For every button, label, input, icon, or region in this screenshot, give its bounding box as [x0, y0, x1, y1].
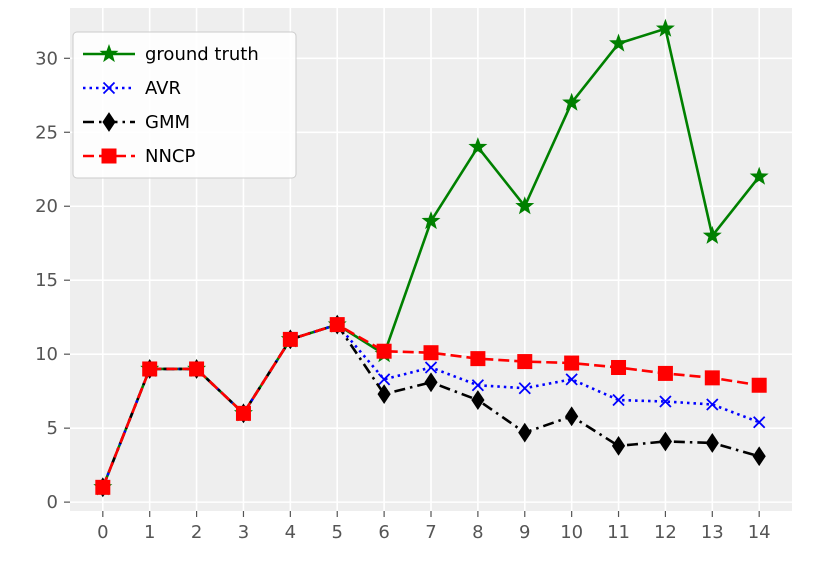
x-tick-label: 5: [332, 522, 343, 543]
y-tick-label: 20: [35, 196, 58, 217]
legend-label: NNCP: [145, 146, 195, 167]
y-tick-label: 25: [35, 122, 58, 143]
data-point: [471, 379, 485, 392]
x-tick-label: 0: [97, 522, 108, 543]
legend-item: ground truth: [83, 44, 259, 65]
data-point: [377, 384, 391, 405]
data-point: [565, 406, 579, 427]
legend-box: [72, 31, 297, 179]
data-point: [705, 433, 719, 453]
data-point: [95, 479, 111, 495]
data-point: [423, 345, 439, 361]
data-point: [518, 422, 532, 443]
x-tick-label: 1: [144, 522, 155, 543]
y-tick-label: 15: [35, 270, 58, 291]
legend-item: NNCP: [83, 146, 195, 167]
data-point: [612, 393, 625, 407]
legend-marker: [101, 148, 117, 164]
data-point: [424, 361, 438, 374]
x-tick-label: 11: [607, 522, 630, 543]
data-point: [282, 331, 298, 347]
x-tick-label: 6: [378, 522, 389, 543]
data-point: [753, 416, 766, 429]
legend-label: AVR: [145, 78, 181, 99]
x-tick-label: 14: [748, 522, 771, 543]
data-point: [468, 137, 488, 156]
data-point: [518, 382, 531, 395]
data-point: [657, 365, 673, 381]
legend-label: ground truth: [145, 44, 259, 65]
data-point: [471, 390, 485, 410]
data-point: [421, 211, 441, 230]
data-point: [611, 436, 626, 456]
x-tick-label: 12: [654, 522, 677, 543]
data-point: [609, 33, 629, 52]
y-tick-label: 0: [47, 492, 58, 513]
y-tick-label: 5: [47, 418, 58, 439]
data-point: [659, 395, 672, 408]
x-tick-label: 9: [519, 522, 530, 543]
data-point: [376, 343, 392, 359]
x-tick-label: 3: [238, 522, 249, 543]
data-point: [611, 359, 627, 375]
data-point: [655, 18, 675, 37]
y-tick-label: 30: [35, 48, 58, 69]
x-tick-label: 4: [285, 522, 296, 543]
x-tick-label: 13: [701, 522, 724, 543]
x-tick-label: 10: [560, 522, 583, 543]
x-tick-label: 8: [472, 522, 483, 543]
data-point: [749, 166, 769, 185]
data-point: [564, 355, 580, 371]
data-point: [189, 361, 205, 377]
data-point: [329, 317, 345, 333]
data-point: [752, 446, 766, 467]
y-tick-label: 10: [35, 344, 58, 365]
data-point: [517, 354, 533, 370]
data-point: [235, 405, 251, 421]
legend-marker: [99, 44, 119, 63]
legend-item: AVR: [83, 78, 181, 99]
data-point: [142, 361, 158, 377]
data-point: [704, 370, 720, 386]
data-point: [706, 398, 719, 411]
data-point: [565, 373, 578, 386]
data-point: [658, 431, 673, 452]
x-tick-label: 7: [425, 522, 436, 543]
legend-marker: [102, 112, 116, 132]
series: [93, 18, 769, 498]
data-point: [515, 196, 535, 215]
data-point: [470, 351, 486, 367]
data-point: [562, 92, 582, 111]
data-point: [751, 377, 767, 393]
data-point: [702, 225, 722, 244]
legend-item: GMM: [83, 112, 190, 133]
legend-marker: [102, 81, 116, 95]
data-point: [377, 373, 391, 386]
x-tick-label: 2: [191, 522, 202, 543]
series-nncp: [95, 317, 767, 495]
legend-label: GMM: [145, 112, 190, 133]
legend: ground truth AVR GMM NNCP: [72, 31, 297, 179]
series-line: [101, 323, 760, 488]
data-point: [424, 372, 438, 393]
